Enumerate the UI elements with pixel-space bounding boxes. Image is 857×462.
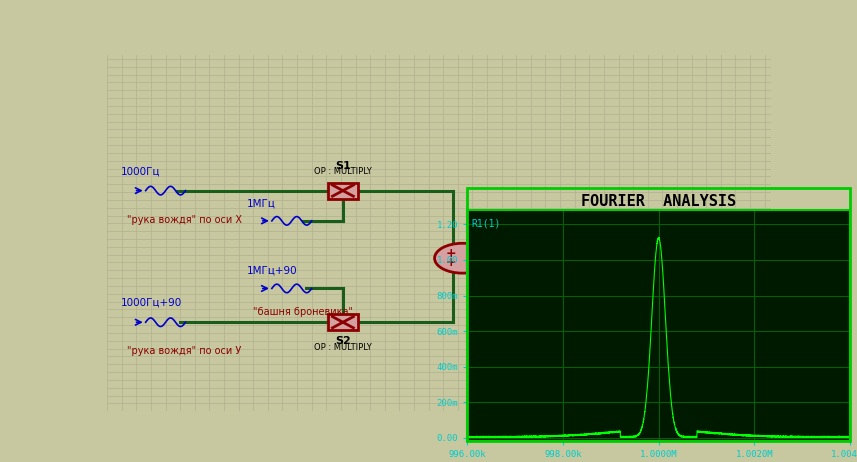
Text: 1k: 1k (543, 281, 554, 291)
Bar (540, 266, 558, 293)
Text: +: + (445, 256, 456, 269)
Text: R1: R1 (541, 271, 556, 281)
Text: 1000Гц+90: 1000Гц+90 (120, 298, 182, 308)
Text: 1МГц+90: 1МГц+90 (247, 266, 297, 276)
Circle shape (434, 243, 490, 273)
Text: OP : MULTIPLY: OP : MULTIPLY (314, 343, 372, 352)
Text: "рука вождя" по оси У: "рука вождя" по оси У (127, 346, 242, 356)
Text: +: + (445, 248, 456, 261)
Text: "башня броневика": "башня броневика" (254, 307, 353, 317)
Text: S3: S3 (466, 228, 482, 238)
FancyBboxPatch shape (328, 182, 358, 199)
Text: OP : MULTIPLY: OP : MULTIPLY (314, 167, 372, 176)
Text: R1(1): R1(1) (470, 219, 500, 228)
Text: 1000Гц: 1000Гц (120, 166, 160, 176)
Text: "рука вождя" по оси X: "рука вождя" по оси X (127, 215, 242, 225)
Text: FOURIER  ANALYSIS: FOURIER ANALYSIS (581, 194, 736, 209)
FancyBboxPatch shape (328, 314, 358, 330)
Text: S1: S1 (335, 161, 351, 170)
Text: S2: S2 (335, 336, 351, 346)
Text: OP : A: OP : A (466, 235, 491, 244)
Text: 1МГц: 1МГц (247, 198, 275, 208)
Text: R1(1): R1(1) (555, 238, 582, 248)
